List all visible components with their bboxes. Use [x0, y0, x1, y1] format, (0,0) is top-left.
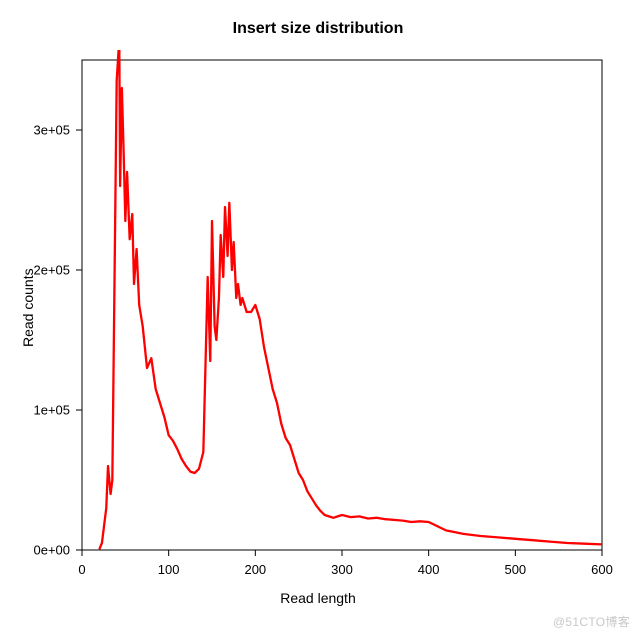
chart-svg — [72, 50, 612, 560]
y-axis-label: Read counts — [20, 268, 36, 347]
x-tick-label: 600 — [591, 562, 613, 577]
x-tick-label: 500 — [504, 562, 526, 577]
y-tick-label: 1e+05 — [33, 403, 70, 418]
x-axis-label: Read length — [0, 590, 636, 606]
x-tick-label: 300 — [331, 562, 353, 577]
plot-area — [82, 60, 602, 550]
x-tick-label: 0 — [78, 562, 85, 577]
series-insert-size — [99, 50, 602, 549]
x-tick-label: 100 — [158, 562, 180, 577]
y-tick-label: 0e+00 — [33, 543, 70, 558]
x-tick-label: 400 — [418, 562, 440, 577]
y-tick-label: 3e+05 — [33, 123, 70, 138]
chart-title: Insert size distribution — [0, 20, 636, 38]
y-tick-label: 2e+05 — [33, 263, 70, 278]
watermark: @51CTO博客 — [553, 613, 630, 630]
x-tick-label: 200 — [244, 562, 266, 577]
